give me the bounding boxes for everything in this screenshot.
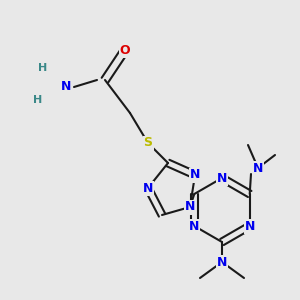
Text: N: N (143, 182, 153, 194)
Text: N: N (217, 256, 227, 268)
Text: N: N (185, 200, 195, 214)
Text: O: O (120, 44, 130, 56)
Text: N: N (244, 220, 255, 232)
Text: N: N (217, 172, 227, 184)
Text: N: N (253, 161, 263, 175)
Text: N: N (190, 169, 200, 182)
Text: S: S (143, 136, 152, 149)
Text: N: N (189, 220, 200, 232)
Text: H: H (38, 63, 48, 73)
Text: N: N (61, 80, 71, 94)
Text: H: H (33, 95, 43, 105)
